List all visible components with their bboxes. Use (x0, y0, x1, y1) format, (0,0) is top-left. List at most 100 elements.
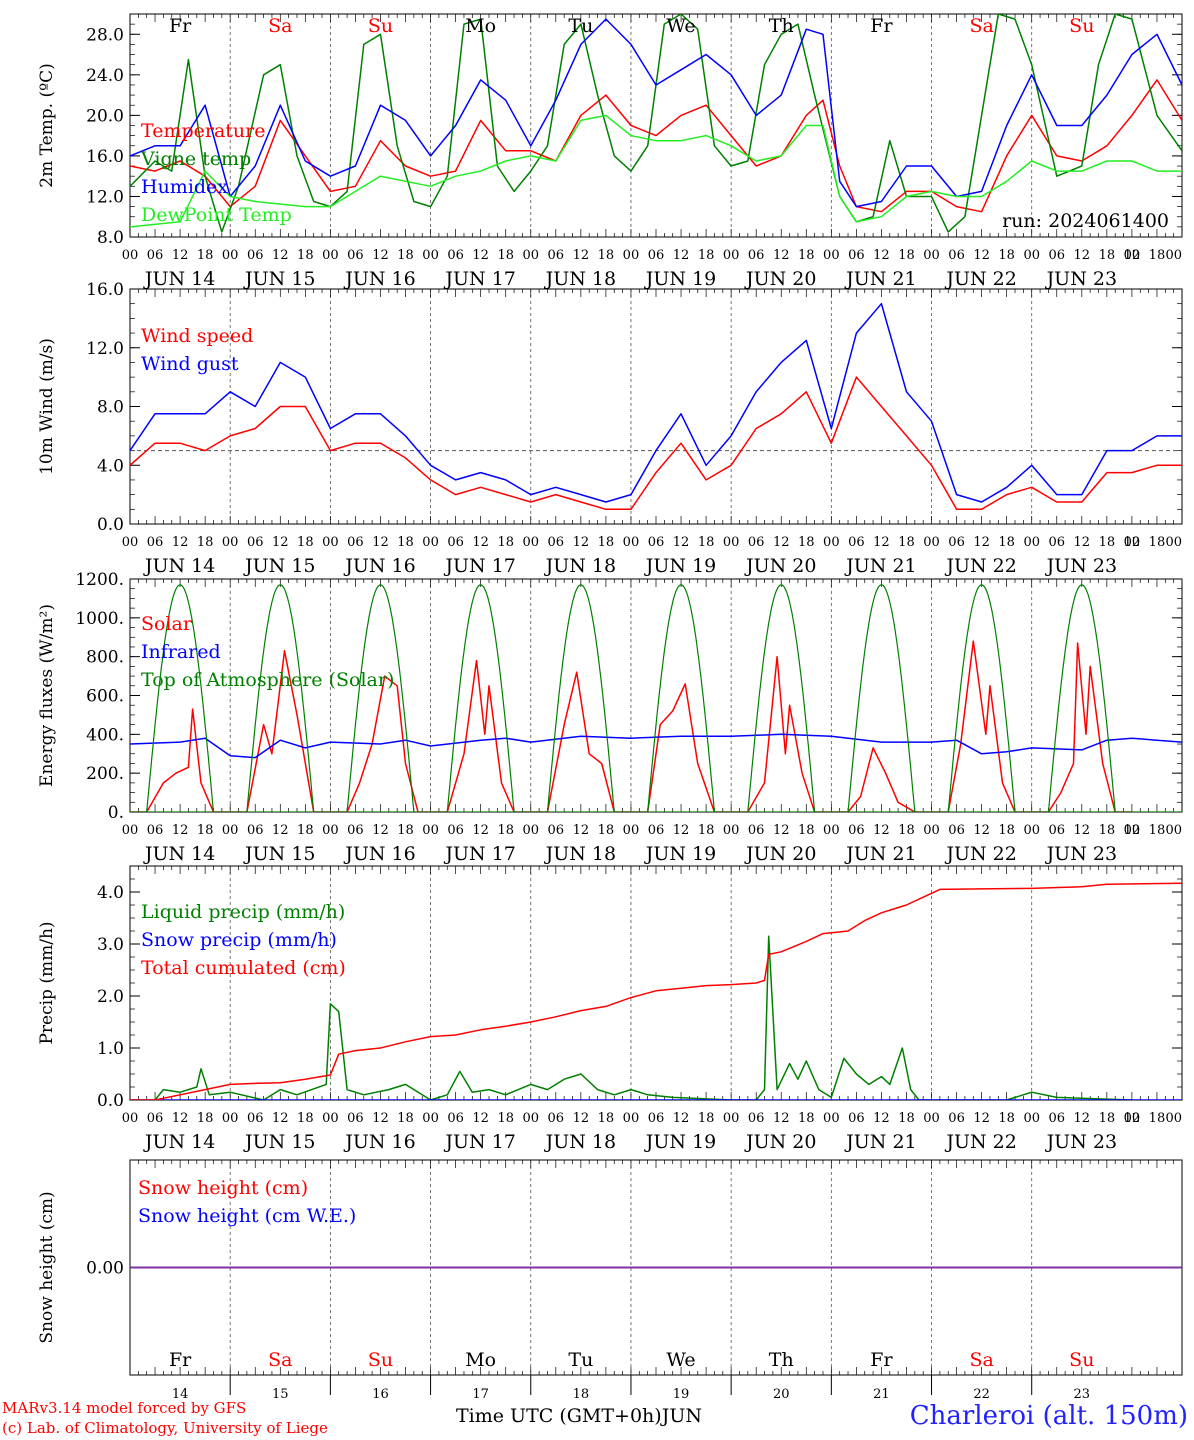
day-label: JUN 19 (644, 1131, 716, 1153)
day-label: JUN 23 (1045, 268, 1117, 290)
hour-tick-label: 12 (773, 248, 790, 263)
y-tick-label: 1000. (75, 609, 124, 629)
panel-snow: 0.00 Snow height (cm) Snow height (cm) Snow… (37, 1159, 1183, 1402)
weekday-label: Fr (169, 15, 192, 37)
y-axis-label: Precip (mm/h) (37, 921, 57, 1044)
hour-tick-label: 00 (823, 535, 840, 550)
series-group (130, 584, 1182, 812)
hour-tick-label: 12 (573, 823, 590, 838)
y-tick-label: 12.0 (86, 187, 124, 207)
hour-tick-label: 12 (472, 535, 489, 550)
weekday-label: Mo (465, 15, 496, 37)
hour-tick-label: 00 (1124, 248, 1141, 263)
day-short-label: 23 (1074, 1387, 1091, 1402)
day-label: JUN 16 (343, 1131, 415, 1153)
hour-tick-label: 12 (873, 1111, 890, 1126)
hour-tick-label: 00 (723, 535, 740, 550)
series-line (130, 640, 1132, 812)
day-short-label: 22 (973, 1387, 990, 1402)
hour-tick-label: 06 (648, 248, 665, 263)
hour-tick-label: 06 (848, 1111, 865, 1126)
y-tick-label: 0.0 (97, 515, 124, 535)
hour-tick-label: 00 (923, 823, 940, 838)
series-line (130, 18, 1182, 208)
y-tick-label: 28.0 (86, 25, 124, 45)
hour-tick-label: 06 (848, 248, 865, 263)
hour-tick-label: 00 (422, 1111, 439, 1126)
hour-tick-label: 18 (698, 1111, 715, 1126)
location-title: Charleroi (alt. 150m) (909, 1401, 1188, 1431)
legend-entry: DewPoint Temp (141, 204, 292, 226)
hour-tick-label: 12 (272, 248, 289, 263)
hour-tick-label: 12 (1124, 1111, 1141, 1126)
hour-tick-label: 06 (147, 823, 164, 838)
hour-tick-label: 12 (472, 248, 489, 263)
legend-entry: Wind speed (141, 325, 253, 347)
hour-tick-label: 00 (322, 248, 339, 263)
y-tick-label: 4.0 (97, 883, 124, 903)
hour-tick-label: 06 (548, 823, 565, 838)
day-label: JUN 17 (443, 843, 515, 865)
day-label: JUN 22 (944, 555, 1016, 577)
hour-tick-label: 06 (347, 823, 364, 838)
weekday-label: Fr (169, 1349, 192, 1371)
y-tick-label: 0.00 (86, 1259, 124, 1279)
legend-entry: Infrared (141, 641, 221, 663)
hour-tick-label: 00 (522, 1111, 539, 1126)
hour-tick-label: 18 (998, 823, 1015, 838)
hour-tick-label: 18 (598, 823, 615, 838)
hour-tick-label: 06 (1048, 823, 1065, 838)
weekday-label: Th (769, 15, 794, 37)
hour-tick-label: 06 (1048, 535, 1065, 550)
hour-tick-label: 18 (497, 535, 514, 550)
day-label: JUN 14 (143, 1131, 215, 1153)
day-label: JUN 14 (143, 555, 215, 577)
hour-tick-label: 00 (723, 823, 740, 838)
hour-tick-label: 18 (798, 823, 815, 838)
hour-tick-label: 06 (447, 535, 464, 550)
hour-tick-label: 06 (848, 823, 865, 838)
series-line-toa (647, 584, 715, 812)
hour-tick-label: 12 (673, 248, 690, 263)
hour-tick-label: 18 (998, 1111, 1015, 1126)
hour-tick-label: 00 (322, 1111, 339, 1126)
day-label: JUN 21 (844, 843, 916, 865)
hour-tick-label: 00 (1124, 535, 1141, 550)
hour-tick-label: 00 (1023, 535, 1040, 550)
hour-tick-label: 00 (1165, 248, 1182, 263)
day-label: JUN 19 (644, 555, 716, 577)
hour-tick-label: 18 (1099, 248, 1116, 263)
day-short-label: 20 (773, 1387, 790, 1402)
day-label: JUN 14 (143, 268, 215, 290)
hour-tick-label: 18 (698, 823, 715, 838)
y-tick-label: 16.0 (86, 147, 124, 167)
weekday-label: Fr (870, 15, 893, 37)
hour-tick-label: 06 (147, 248, 164, 263)
day-label: JUN 16 (343, 555, 415, 577)
hour-tick-label: 18 (297, 535, 314, 550)
hour-tick-label: 18 (1099, 1111, 1116, 1126)
hour-tick-label: 12 (873, 823, 890, 838)
series-line-toa (546, 584, 615, 812)
hour-tick-label: 12 (172, 1111, 189, 1126)
y-tick-label: 1.0 (97, 1039, 124, 1059)
hour-tick-label: 06 (948, 248, 965, 263)
hour-tick-label: 12 (773, 823, 790, 838)
y-tick-label: 16.0 (86, 280, 124, 300)
hour-tick-label: 06 (147, 1111, 164, 1126)
y-tick-label: 3.0 (97, 935, 124, 955)
hour-tick-label: 06 (648, 535, 665, 550)
plot-frame (129, 578, 1183, 813)
series-line-toa (1047, 584, 1116, 812)
hour-tick-label: 18 (1149, 535, 1166, 550)
hour-tick-label: 06 (848, 535, 865, 550)
hour-tick-label: 06 (748, 248, 765, 263)
hour-tick-label: 00 (422, 823, 439, 838)
hour-tick-label: 12 (973, 823, 990, 838)
day-label: JUN 20 (744, 555, 816, 577)
hour-tick-label: 00 (522, 248, 539, 263)
hour-tick-label: 18 (397, 248, 414, 263)
weekday-label: We (666, 1349, 695, 1371)
weekday-label: We (666, 15, 695, 37)
